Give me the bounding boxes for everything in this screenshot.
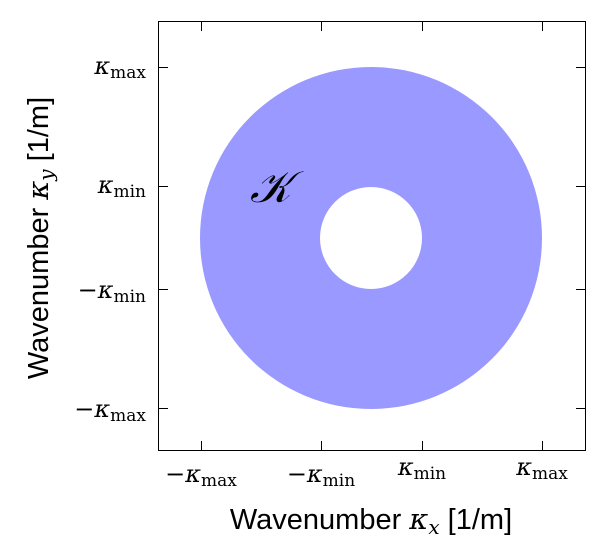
x-axis-title: Wavenumber κx [1/m] — [230, 502, 512, 539]
x-axis-ticks — [201, 22, 543, 450]
annulus-region — [200, 67, 542, 409]
y-tick-label-pos-min: κmin — [97, 171, 146, 202]
x-tick-label-pos-min: κmin — [397, 453, 446, 484]
x-tick-labels: −κmax −κmin κmin κmax — [165, 453, 568, 491]
plot-frame — [158, 21, 586, 451]
y-axis-title: Wavenumber κy [1/m] — [21, 97, 58, 379]
y-tick-label-pos-max: κmax — [93, 52, 146, 83]
x-tick-label-neg-min: −κmin — [287, 460, 355, 491]
y-tick-label-neg-min: −κmin — [78, 276, 146, 307]
x-tick-label-pos-max: κmax — [515, 453, 568, 484]
y-tick-labels: κmax κmin −κmin −κmax — [74, 52, 146, 426]
x-tick-label-neg-max: −κmax — [165, 460, 237, 491]
y-axis-ticks — [159, 67, 585, 409]
y-tick-label-neg-max: −κmax — [74, 395, 146, 426]
